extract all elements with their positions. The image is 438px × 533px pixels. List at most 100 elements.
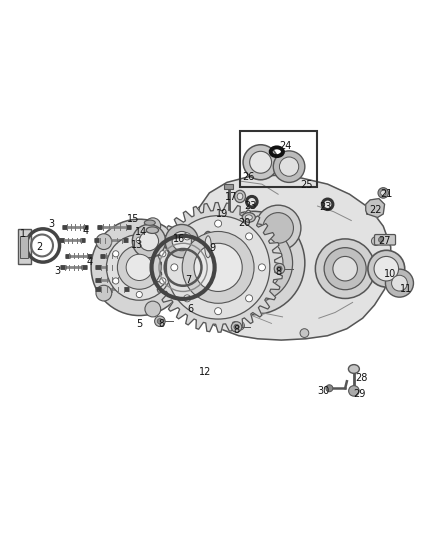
Circle shape [106, 235, 172, 300]
Circle shape [113, 251, 119, 257]
Circle shape [273, 151, 305, 182]
Circle shape [182, 231, 254, 303]
Circle shape [165, 224, 198, 258]
Circle shape [326, 385, 333, 392]
Text: 29: 29 [353, 390, 365, 399]
Circle shape [374, 256, 399, 281]
Circle shape [246, 233, 253, 240]
Ellipse shape [242, 213, 255, 222]
Text: 4: 4 [87, 257, 93, 267]
Circle shape [324, 248, 366, 290]
Circle shape [136, 237, 142, 243]
Circle shape [333, 256, 357, 281]
Circle shape [113, 278, 119, 284]
Polygon shape [196, 175, 391, 340]
Text: 2: 2 [36, 242, 42, 252]
Polygon shape [153, 203, 283, 332]
Text: 27: 27 [378, 236, 391, 246]
Text: 6: 6 [187, 304, 194, 314]
Circle shape [368, 251, 405, 287]
Text: 25: 25 [300, 181, 313, 190]
Circle shape [139, 231, 159, 251]
Text: 22: 22 [370, 205, 382, 215]
Circle shape [236, 193, 244, 201]
Circle shape [172, 231, 191, 251]
Polygon shape [366, 199, 385, 217]
Circle shape [145, 218, 161, 233]
Bar [240, 131, 317, 187]
Text: 8: 8 [158, 319, 164, 329]
Bar [224, 184, 233, 189]
Circle shape [381, 190, 386, 196]
Text: 15: 15 [127, 214, 140, 224]
Text: 20: 20 [238, 217, 251, 228]
Text: 30: 30 [317, 386, 329, 397]
Text: 19: 19 [216, 209, 229, 219]
Circle shape [215, 308, 222, 314]
Ellipse shape [348, 365, 359, 374]
Text: 24: 24 [279, 141, 292, 151]
Circle shape [132, 224, 166, 258]
Circle shape [300, 329, 309, 337]
Text: 10: 10 [384, 269, 396, 279]
Text: 13: 13 [131, 240, 143, 251]
Ellipse shape [145, 220, 155, 225]
Text: 14: 14 [135, 228, 147, 237]
Circle shape [145, 301, 161, 317]
Text: 7: 7 [185, 274, 191, 285]
Circle shape [263, 213, 293, 243]
Ellipse shape [202, 231, 214, 262]
Circle shape [258, 264, 265, 271]
Text: 3: 3 [54, 266, 60, 276]
Circle shape [385, 269, 413, 297]
Text: 23: 23 [244, 201, 257, 211]
Circle shape [160, 251, 166, 257]
Circle shape [250, 151, 272, 173]
Circle shape [96, 234, 112, 249]
FancyBboxPatch shape [374, 235, 396, 245]
Text: 17: 17 [225, 192, 237, 203]
Text: 8: 8 [275, 266, 281, 277]
Circle shape [243, 145, 278, 180]
Circle shape [215, 220, 222, 227]
Text: 1: 1 [20, 229, 26, 239]
Text: 5: 5 [136, 319, 142, 329]
Bar [20, 236, 28, 258]
Circle shape [234, 324, 239, 329]
Circle shape [378, 188, 389, 198]
Circle shape [255, 205, 301, 251]
Circle shape [201, 211, 305, 314]
Circle shape [155, 316, 165, 327]
Text: 4: 4 [82, 225, 88, 236]
Circle shape [279, 157, 299, 176]
Ellipse shape [237, 193, 243, 200]
Ellipse shape [245, 215, 252, 220]
Text: 9: 9 [209, 243, 215, 253]
Circle shape [277, 266, 282, 271]
Text: 12: 12 [199, 367, 211, 377]
Circle shape [91, 219, 187, 316]
Circle shape [126, 254, 152, 280]
Circle shape [214, 223, 293, 302]
Circle shape [136, 292, 142, 297]
Circle shape [184, 233, 191, 240]
Circle shape [231, 322, 242, 332]
Circle shape [96, 285, 112, 301]
Text: 3: 3 [49, 219, 55, 229]
Circle shape [246, 295, 253, 302]
Text: 8: 8 [233, 325, 240, 335]
Circle shape [371, 237, 380, 246]
Ellipse shape [146, 227, 159, 233]
Ellipse shape [205, 236, 211, 258]
Ellipse shape [235, 190, 245, 203]
Circle shape [117, 246, 161, 289]
Circle shape [392, 275, 407, 291]
Circle shape [160, 278, 166, 284]
Text: 26: 26 [243, 172, 255, 182]
Bar [18, 229, 31, 264]
Text: 16: 16 [173, 235, 185, 244]
Text: 21: 21 [380, 189, 392, 199]
Circle shape [378, 237, 384, 243]
Circle shape [315, 239, 375, 298]
Circle shape [175, 260, 191, 275]
